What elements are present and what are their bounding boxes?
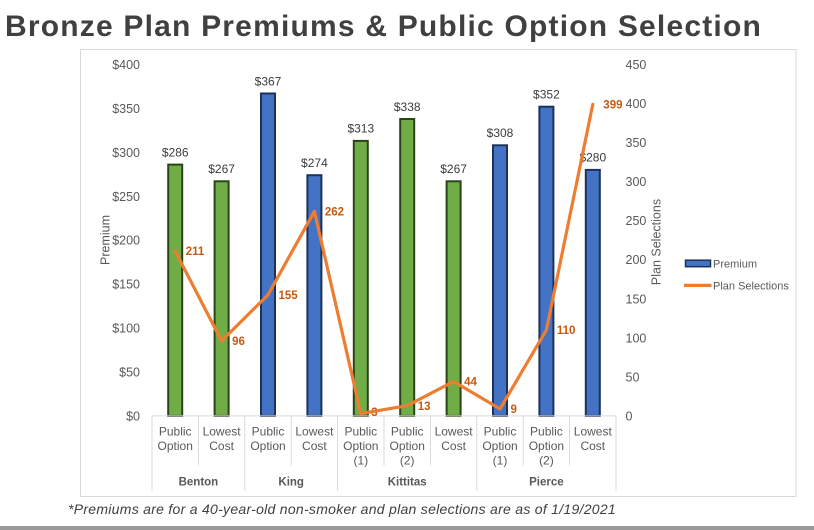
svg-text:96: 96	[232, 336, 245, 348]
svg-text:(1): (1)	[353, 453, 368, 467]
svg-text:9: 9	[511, 404, 517, 416]
svg-text:250: 250	[626, 214, 647, 228]
svg-text:Option: Option	[390, 439, 425, 453]
svg-text:350: 350	[626, 136, 647, 150]
svg-text:Lowest: Lowest	[203, 424, 242, 438]
svg-text:$274: $274	[301, 156, 328, 170]
svg-text:Lowest: Lowest	[574, 424, 613, 438]
svg-text:Benton: Benton	[179, 477, 219, 489]
svg-text:Plan Selections: Plan Selections	[713, 280, 789, 292]
svg-text:Option: Option	[343, 439, 378, 453]
svg-text:$352: $352	[533, 88, 560, 102]
svg-text:262: 262	[325, 206, 344, 218]
svg-text:3: 3	[371, 407, 377, 419]
svg-text:Public: Public	[252, 424, 285, 438]
svg-text:(2): (2)	[539, 453, 554, 467]
svg-text:Plan Selections: Plan Selections	[650, 199, 664, 285]
svg-text:$350: $350	[112, 102, 140, 116]
svg-text:155: 155	[279, 290, 299, 302]
svg-text:$400: $400	[112, 58, 140, 72]
svg-text:$0: $0	[126, 409, 140, 423]
svg-text:Public: Public	[391, 424, 424, 438]
svg-text:$308: $308	[487, 126, 514, 140]
svg-text:$50: $50	[119, 366, 140, 380]
svg-text:(2): (2)	[400, 453, 415, 467]
svg-text:Cost: Cost	[302, 439, 327, 453]
svg-text:Premium: Premium	[713, 258, 757, 270]
svg-text:$250: $250	[112, 190, 140, 204]
svg-text:399: 399	[603, 99, 622, 111]
svg-text:$280: $280	[579, 151, 606, 165]
svg-text:Cost: Cost	[209, 439, 234, 453]
svg-text:110: 110	[557, 325, 576, 337]
svg-text:50: 50	[626, 370, 640, 384]
svg-text:$300: $300	[112, 146, 140, 160]
svg-text:King: King	[278, 477, 304, 489]
svg-text:$286: $286	[162, 145, 189, 159]
svg-text:$200: $200	[112, 234, 140, 248]
svg-text:$100: $100	[112, 322, 140, 336]
svg-text:Public: Public	[344, 424, 377, 438]
svg-text:Public: Public	[159, 424, 192, 438]
svg-text:Lowest: Lowest	[435, 424, 474, 438]
svg-text:400: 400	[626, 97, 647, 111]
svg-text:300: 300	[626, 175, 647, 189]
svg-text:200: 200	[626, 253, 647, 267]
svg-text:$150: $150	[112, 278, 140, 292]
svg-text:Public: Public	[484, 424, 517, 438]
svg-text:Option: Option	[158, 439, 193, 453]
svg-text:211: 211	[186, 246, 205, 258]
svg-text:Option: Option	[250, 439, 285, 453]
svg-text:Option: Option	[529, 439, 564, 453]
svg-text:$367: $367	[255, 74, 282, 88]
svg-text:150: 150	[626, 292, 647, 306]
svg-text:(1): (1)	[493, 453, 508, 467]
svg-text:0: 0	[626, 409, 633, 423]
svg-text:Lowest: Lowest	[295, 424, 334, 438]
svg-text:$338: $338	[394, 100, 421, 114]
svg-text:Pierce: Pierce	[529, 477, 564, 489]
svg-text:$267: $267	[208, 162, 235, 176]
svg-text:100: 100	[626, 331, 647, 345]
svg-text:450: 450	[626, 58, 647, 72]
svg-text:Option: Option	[482, 439, 517, 453]
svg-text:Cost: Cost	[441, 439, 466, 453]
svg-text:13: 13	[418, 401, 431, 413]
svg-text:Cost: Cost	[580, 439, 605, 453]
svg-text:Kittitas: Kittitas	[388, 477, 427, 489]
svg-text:$267: $267	[440, 162, 467, 176]
svg-text:Public: Public	[530, 424, 563, 438]
svg-text:$313: $313	[347, 122, 374, 136]
svg-text:Premium: Premium	[98, 215, 112, 265]
svg-text:44: 44	[464, 377, 477, 389]
